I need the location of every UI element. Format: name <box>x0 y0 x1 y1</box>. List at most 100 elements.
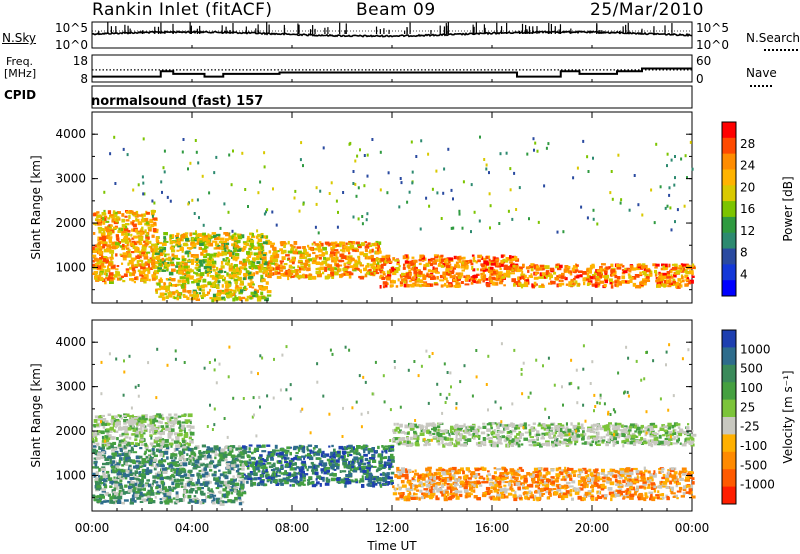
data-cell <box>133 477 138 480</box>
data-cell <box>244 262 247 266</box>
data-cell <box>238 479 241 482</box>
data-cell <box>124 433 129 436</box>
data-cell <box>198 452 203 456</box>
data-cell <box>385 282 388 286</box>
data-cell <box>241 266 244 270</box>
data-cell <box>511 255 516 258</box>
data-cell <box>322 454 327 458</box>
data-cell <box>511 278 517 283</box>
data-cell <box>172 468 178 471</box>
data-cell <box>94 275 99 279</box>
data-cell <box>383 447 389 451</box>
data-cell <box>656 277 661 280</box>
data-cell <box>250 291 255 295</box>
data-cell <box>384 456 388 459</box>
data-cell <box>377 445 380 450</box>
data-cell <box>115 465 120 468</box>
data-cell <box>188 437 192 440</box>
data-cell <box>172 295 175 299</box>
data-cell <box>367 468 371 472</box>
data-cell <box>169 420 175 425</box>
data-cell <box>223 276 226 280</box>
data-cell <box>122 147 125 151</box>
data-cell <box>165 263 170 267</box>
data-cell <box>518 269 523 272</box>
data-cell <box>184 251 190 255</box>
data-cell <box>246 271 252 275</box>
data-cell <box>258 456 263 460</box>
data-cell <box>130 488 135 491</box>
data-cell <box>624 267 627 272</box>
data-cell <box>153 245 158 249</box>
data-cell <box>110 422 114 425</box>
data-cell <box>187 265 190 269</box>
data-cell <box>143 429 148 432</box>
data-cell <box>264 466 268 470</box>
data-cell <box>685 264 691 269</box>
data-cell <box>263 212 266 216</box>
data-cell <box>239 472 245 475</box>
data-cell <box>644 264 648 268</box>
data-cell <box>152 418 157 423</box>
data-cell <box>344 477 349 481</box>
data-cell <box>380 258 385 262</box>
data-cell <box>152 479 156 483</box>
data-cell <box>498 222 501 225</box>
data-cell <box>151 199 154 203</box>
data-cell <box>162 491 165 495</box>
data-cell <box>120 275 124 278</box>
data-cell <box>175 484 180 488</box>
data-cell <box>311 260 317 265</box>
data-cell <box>490 273 494 276</box>
data-cell <box>237 490 242 493</box>
data-cell <box>293 196 296 200</box>
data-cell <box>191 281 195 284</box>
data-cell <box>339 481 344 484</box>
data-cell <box>109 485 113 488</box>
data-cell <box>234 482 240 486</box>
data-cell <box>255 257 260 261</box>
data-cell <box>260 291 264 295</box>
data-cell <box>368 479 373 482</box>
data-cell <box>368 244 373 247</box>
data-cell <box>337 480 340 483</box>
data-cell <box>138 241 143 246</box>
data-cell <box>352 458 356 463</box>
data-cell <box>227 485 230 489</box>
data-cell <box>101 235 107 239</box>
data-cell <box>668 282 673 285</box>
data-cell <box>161 459 167 463</box>
data-cell <box>102 474 108 479</box>
data-cell <box>172 486 176 490</box>
data-cell <box>572 282 575 287</box>
data-cell <box>96 244 99 248</box>
data-cell <box>280 273 284 276</box>
data-cell <box>99 257 103 261</box>
data-cell <box>236 233 240 238</box>
data-cell <box>247 450 251 453</box>
data-cell <box>132 460 136 465</box>
data-cell <box>360 479 365 483</box>
data-cell <box>294 269 299 273</box>
data-cell <box>214 453 220 456</box>
data-cell <box>379 274 383 279</box>
data-cell <box>141 249 144 252</box>
data-cell <box>218 270 224 273</box>
data-cell <box>171 240 176 244</box>
data-cell <box>165 425 169 428</box>
data-cell <box>155 248 160 251</box>
data-cell <box>129 422 134 426</box>
data-cell <box>142 137 145 141</box>
data-cell <box>99 276 104 280</box>
data-cell <box>106 447 110 450</box>
data-cell <box>582 271 587 275</box>
data-cell <box>354 248 359 253</box>
data-cell <box>124 245 128 248</box>
data-cell <box>204 249 208 253</box>
data-cell <box>298 448 301 452</box>
data-cell <box>372 448 375 451</box>
data-cell <box>249 276 254 279</box>
data-cell <box>241 479 244 482</box>
data-cell <box>119 478 123 482</box>
data-cell <box>343 447 347 449</box>
